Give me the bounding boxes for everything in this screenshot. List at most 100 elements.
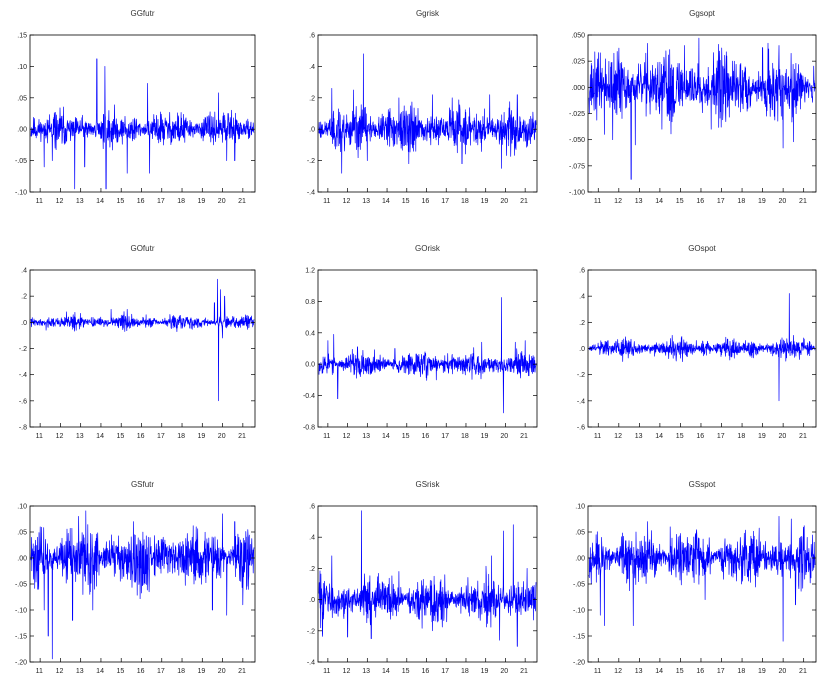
x-tick-label: 13 [362,198,370,205]
x-tick-label: 12 [343,433,351,440]
x-tick-label: 20 [779,198,787,205]
x-tick-label: 16 [137,668,145,675]
plot-frame [317,269,538,428]
x-tick-label: 18 [461,668,469,675]
y-tick-label: 0.4 [305,330,315,337]
chart-title: GOspot [688,244,716,253]
x-tick-label: 12 [56,668,64,675]
y-tick-label: .10 [17,64,27,71]
y-tick-label: .05 [575,530,585,537]
x-tick-label: 17 [441,198,449,205]
x-tick-label: 19 [198,198,206,205]
x-tick-label: 16 [421,668,429,675]
x-tick-label: 19 [481,433,489,440]
chart-panel-GOspot: GOspot -.6 -.4 -.2 .0 .2 .4 .6 11 12 13 14 15 16 17 18 1… [577,244,817,440]
x-tick-label: 13 [76,198,84,205]
y-tick-label: .2 [309,95,315,102]
x-tick-label: 14 [96,668,104,675]
x-tick-label: 14 [382,198,390,205]
y-tick-label: .0 [21,320,27,327]
y-tick-label: -.2 [19,346,27,353]
y-tick-label: -.2 [307,158,315,165]
x-tick-label: 15 [402,433,410,440]
x-tick-label: 18 [737,433,745,440]
chart-title: GOrisk [415,244,441,253]
x-tick-label: 11 [36,198,43,205]
y-tick-label: -.6 [19,398,27,405]
x-tick-label: 20 [218,198,226,205]
x-tick-label: 15 [402,198,410,205]
y-tick-label: .2 [579,320,585,327]
x-tick-label: 16 [421,433,429,440]
y-tick-label: -.05 [573,582,585,589]
y-tick-label: -.10 [573,608,585,615]
x-tick-label: 11 [323,668,330,675]
x-tick-label: 16 [137,433,145,440]
x-tick-label: 16 [421,198,429,205]
x-tick-label: 14 [655,668,663,675]
chart-panel-GGfutr: GGfutr -.10 -.05 .00 .05 .10 .15 11 12 13 14 15 16 17… [15,9,256,205]
x-tick-label: 15 [116,198,124,205]
x-tick-label: 21 [238,668,246,675]
chart-title: GSrisk [416,480,441,489]
plot-frame [29,34,256,193]
x-tick-label: 19 [198,433,206,440]
y-tick-label: .6 [309,33,315,40]
x-tick-label: 20 [500,433,508,440]
y-tick-label: .00 [575,556,585,563]
x-tick-label: 17 [441,433,449,440]
x-tick-label: 11 [323,198,330,205]
y-tick-label: .4 [579,294,585,301]
x-tick-label: 21 [799,668,807,675]
x-tick-label: 20 [218,433,226,440]
y-tick-label: .4 [309,64,315,71]
x-tick-label: 21 [799,433,807,440]
x-tick-label: 11 [36,668,43,675]
y-tick-label: .4 [309,535,315,542]
x-tick-label: 19 [758,668,766,675]
x-tick-label: 17 [157,668,165,675]
x-tick-label: 12 [614,668,622,675]
x-tick-label: 17 [441,668,449,675]
x-tick-label: 15 [402,668,410,675]
x-tick-label: 19 [481,198,489,205]
y-tick-label: -.2 [307,628,315,635]
chart-panel-GSrisk: GSrisk -.4 -.2 .0 .2 .4 .6 11 12 13 14 15 16 17 18 19 20… [307,480,538,675]
x-tick-label: 13 [76,668,84,675]
y-tick-label: .0 [309,127,315,134]
x-tick-label: 18 [461,198,469,205]
x-tick-label: 17 [717,668,725,675]
series-line [30,278,255,402]
x-tick-label: 14 [382,668,390,675]
x-tick-label: 20 [500,668,508,675]
x-tick-label: 15 [116,433,124,440]
y-tick-label: -.20 [15,660,27,667]
x-tick-label: 20 [779,433,787,440]
x-tick-label: 14 [655,198,663,205]
x-tick-label: 21 [520,668,528,675]
x-tick-label: 19 [481,668,489,675]
x-tick-label: 21 [520,198,528,205]
y-tick-label: -.6 [577,425,585,432]
x-tick-label: 14 [382,433,390,440]
chart-title: GGfutr [130,9,154,18]
x-tick-label: 11 [594,433,601,440]
series-line [318,510,537,647]
y-tick-label: .050 [571,33,585,40]
x-tick-label: 17 [717,433,725,440]
y-tick-label: 0.0 [305,362,315,369]
x-tick-label: 12 [614,198,622,205]
x-tick-label: 18 [461,433,469,440]
x-tick-label: 12 [343,198,351,205]
x-tick-label: 11 [36,433,43,440]
y-tick-label: .05 [17,95,27,102]
chart-panel-GSfutr: GSfutr -.20 -.15 -.10 -.05 .00 .05 .10 11 12 13 14 1… [15,480,256,675]
y-tick-label: .6 [579,268,585,275]
y-tick-label: .10 [17,504,27,511]
y-tick-label: .2 [21,294,27,301]
y-tick-label: -.8 [19,425,27,432]
chart-panel-GOfutr: GOfutr -.8 -.6 -.4 -.2 .0 .2 .4 11 12 13 14 15 16 17 18… [19,244,256,440]
y-tick-label: -0.8 [303,425,315,432]
x-tick-label: 15 [676,198,684,205]
